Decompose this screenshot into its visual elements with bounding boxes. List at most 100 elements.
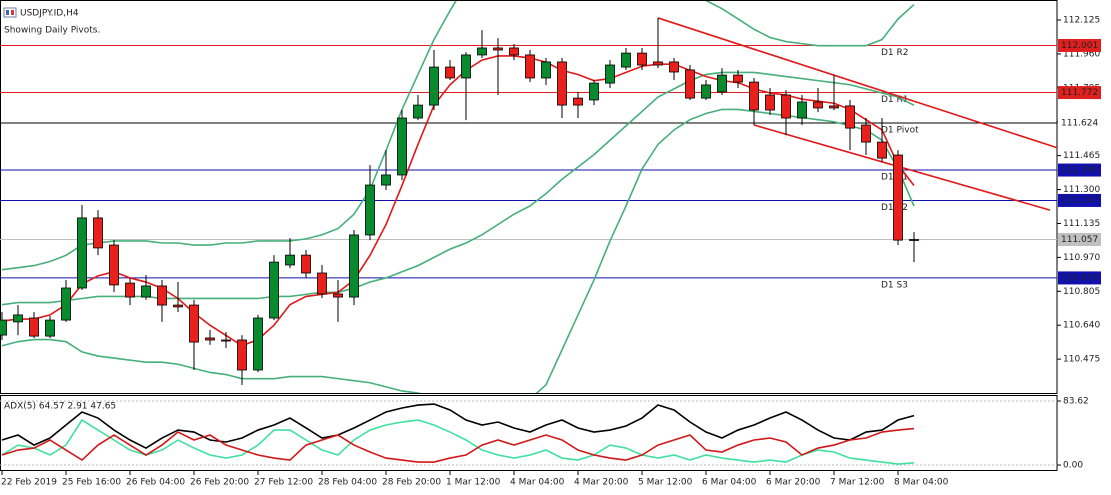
indicator-panel (0, 395, 1058, 471)
price-box-label: 110.870 (1061, 273, 1098, 283)
x-tick-label: 25 Feb 16:00 (62, 478, 121, 488)
candle-body (557, 61, 567, 106)
candle-body (861, 124, 871, 143)
candle-body (621, 52, 631, 68)
candle-body (269, 261, 279, 319)
main-panel (0, 0, 1058, 394)
indicator-line (1, 418, 915, 465)
candle-body (317, 272, 327, 295)
candle-body (125, 282, 135, 298)
indicator-plot (0, 400, 1057, 466)
x-tick-label: 26 Feb 20:00 (190, 478, 249, 488)
overlay-line (1, 1, 915, 271)
y-tick-label: 110.640 (1063, 321, 1100, 331)
pivot-name: D1 Pivot (881, 125, 919, 135)
candle-body (221, 339, 231, 342)
candle-body (61, 287, 71, 321)
candle-body (573, 97, 583, 106)
price-box (1058, 233, 1101, 247)
x-tick-label: 6 Mar 04:00 (702, 478, 757, 488)
price-box-label: 111.395 (1061, 166, 1098, 176)
candle-body (685, 69, 695, 99)
candle-body (237, 339, 247, 371)
candle-body (669, 61, 679, 73)
candle-body (189, 304, 199, 343)
candle-body (301, 254, 311, 274)
candle-body (637, 52, 647, 66)
candle-body (701, 84, 711, 99)
candle-body (157, 285, 167, 306)
candle-body (765, 94, 775, 111)
candle-body (525, 54, 535, 79)
x-tick-label: 1 Mar 12:00 (446, 478, 501, 488)
candle-body (253, 317, 263, 371)
candle-body (541, 61, 551, 79)
overlay-line (1, 55, 915, 347)
candle-body (109, 244, 119, 286)
indicator-tick-label: 83.62 (1063, 397, 1089, 407)
y-tick-label: 111.300 (1063, 185, 1100, 195)
candle-body (477, 47, 487, 56)
y-tick-label: 110.970 (1063, 253, 1100, 263)
indicator-tick-label: 0.00 (1063, 461, 1083, 471)
candle-body (365, 184, 375, 236)
chart-subtitle: Showing Daily Pivots. (4, 26, 100, 36)
candle-body (381, 174, 391, 186)
candle-body (813, 101, 823, 109)
x-tick-label: 4 Mar 04:00 (510, 478, 565, 488)
candle-body (333, 293, 343, 298)
y-tick-label: 110.805 (1063, 287, 1100, 297)
candle-body (93, 217, 103, 249)
price-box (1058, 163, 1101, 177)
trendline (657, 17, 1057, 149)
pivot-name: D1 R2 (881, 48, 909, 58)
price-box (1058, 86, 1101, 100)
candle-body (0, 319, 7, 336)
price-box-label: 111.057 (1061, 235, 1098, 245)
overlay-line (1, 108, 915, 393)
candle-body (141, 285, 151, 298)
price-box-label: 111.624 (1061, 118, 1098, 128)
candle-body (29, 317, 39, 337)
candle-body (893, 154, 903, 241)
candle-body (877, 141, 887, 159)
candle-body (781, 94, 791, 119)
x-tick-label: 27 Feb 12:00 (254, 478, 313, 488)
x-tick-label: 7 Mar 12:00 (830, 478, 885, 488)
candle-body (77, 217, 87, 289)
candle-body (349, 234, 359, 298)
x-tick-label: 28 Feb 04:00 (318, 478, 377, 488)
candle-body (829, 105, 839, 109)
candle-body (589, 82, 599, 101)
x-tick-label: 8 Mar 04:00 (894, 478, 949, 488)
candle-body (397, 117, 407, 176)
x-tick-label: 5 Mar 12:00 (638, 478, 693, 488)
price-box (1058, 116, 1101, 130)
candle-body (13, 314, 23, 323)
candle-body (733, 74, 743, 83)
candle-body (509, 47, 519, 56)
candle-body (797, 101, 807, 119)
y-tick-label: 110.475 (1063, 355, 1100, 365)
candle-body (173, 304, 183, 308)
candle-body (429, 66, 439, 106)
x-tick-label: 26 Feb 04:00 (126, 478, 185, 488)
candle-body (749, 81, 759, 111)
price-box-label: 111.247 (1061, 196, 1098, 206)
candle-body (45, 319, 55, 337)
price-box (1058, 38, 1101, 52)
candle-body (845, 105, 855, 129)
axes: 112.125111.960111.795111.630111.465111.3… (1, 16, 1101, 488)
x-tick-label: 4 Mar 20:00 (574, 478, 629, 488)
price-box-label: 112.001 (1061, 41, 1098, 51)
pivot-name: D1 S3 (881, 280, 908, 290)
pivot-name: D1 R1 (881, 95, 909, 105)
x-tick-label: 6 Mar 20:00 (766, 478, 821, 488)
candle-body (653, 61, 663, 66)
y-tick-label: 111.135 (1063, 219, 1100, 229)
indicator-line (1, 403, 915, 449)
symbol-icon (3, 7, 17, 18)
